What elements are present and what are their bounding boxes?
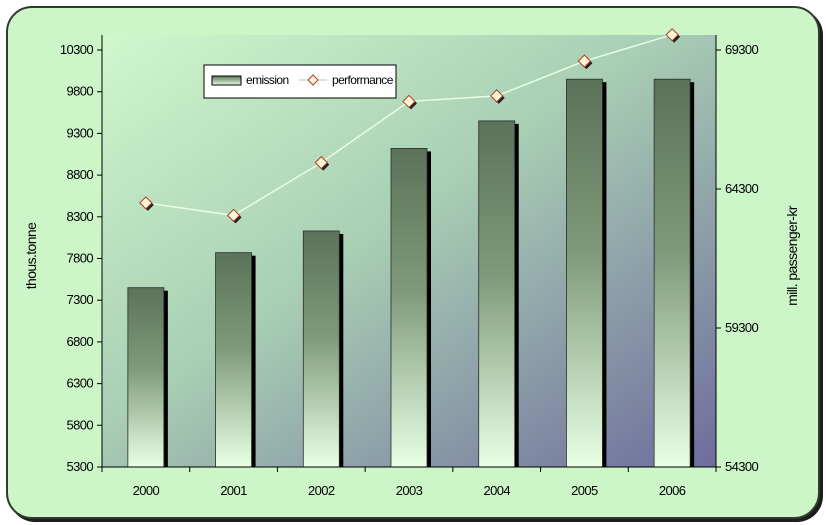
x-axis-ticks: 2000 2001 2002 2003 2004 2005 2006	[101, 467, 717, 498]
x-tick-label-2002: 2002	[308, 483, 335, 498]
left-axis-ticks: 5300 5800 6300 6800 7300 7800 8300 8800 9300 9800…	[60, 42, 102, 474]
emission-bar-2003	[390, 148, 428, 468]
right-tick-label-59300: 59300	[725, 320, 759, 335]
left-tick-label-7300: 7300	[66, 292, 93, 307]
axes	[101, 35, 717, 468]
right-axis-ticks: 54300 59300 64300 69300	[716, 42, 759, 474]
x-tick-label-2000: 2000	[133, 483, 160, 498]
emission-bar-2006	[653, 78, 691, 468]
right-axis-title: mill. passenger-kr	[784, 205, 800, 306]
right-tick-label-54300: 54300	[725, 459, 759, 474]
performance-marker-2005	[577, 54, 592, 68]
emission-bar-2000	[127, 287, 165, 468]
x-tick-label-2003: 2003	[396, 483, 423, 498]
x-tick-label-2006: 2006	[659, 483, 686, 498]
left-tick-label-7800: 7800	[66, 251, 93, 266]
legend-performance-label: performance	[332, 73, 394, 87]
performance-marker-2000	[139, 196, 153, 210]
x-tick-label-2005: 2005	[571, 483, 598, 498]
performance-marker-2001	[226, 208, 241, 223]
left-tick-label-8800: 8800	[66, 167, 93, 182]
right-tick-label-69300: 69300	[725, 42, 759, 57]
emission-bar-2002	[302, 230, 340, 468]
emission-bars	[127, 78, 695, 468]
left-axis-title: thous.tonne	[23, 222, 39, 289]
left-tick-label-5800: 5800	[66, 417, 93, 432]
left-tick-label-6800: 6800	[66, 334, 93, 349]
legend-emission-label: emission	[246, 73, 289, 87]
legend-emission-swatch	[211, 75, 242, 86]
x-tick-label-2004: 2004	[483, 483, 510, 498]
x-tick-label-2001: 2001	[220, 483, 247, 498]
chart-frame: 5300 5800 6300 6800 7300 7800 8300 8800 9300 9800…	[6, 6, 820, 519]
left-tick-label-9300: 9300	[66, 125, 93, 140]
performance-marker-2004	[490, 89, 504, 103]
left-tick-label-5300: 5300	[66, 459, 93, 474]
left-tick-label-8300: 8300	[66, 209, 93, 224]
left-tick-label-10300: 10300	[60, 42, 94, 57]
performance-marker-2002	[314, 155, 328, 170]
emission-bar-2004	[478, 120, 516, 468]
left-tick-label-9800: 9800	[66, 84, 93, 99]
right-tick-label-64300: 64300	[725, 181, 759, 196]
legend-performance-marker	[307, 74, 319, 86]
combo-chart: 5300 5800 6300 6800 7300 7800 8300 8800 9300 9800…	[23, 28, 800, 498]
legend: emission performance	[203, 64, 397, 99]
emission-bar-2001	[215, 252, 252, 468]
performance-marker-2003	[402, 94, 416, 109]
left-tick-label-6300: 6300	[66, 376, 93, 391]
emission-bar-2005	[566, 78, 603, 468]
performance-line	[139, 28, 681, 224]
performance-marker-2006	[665, 28, 679, 42]
